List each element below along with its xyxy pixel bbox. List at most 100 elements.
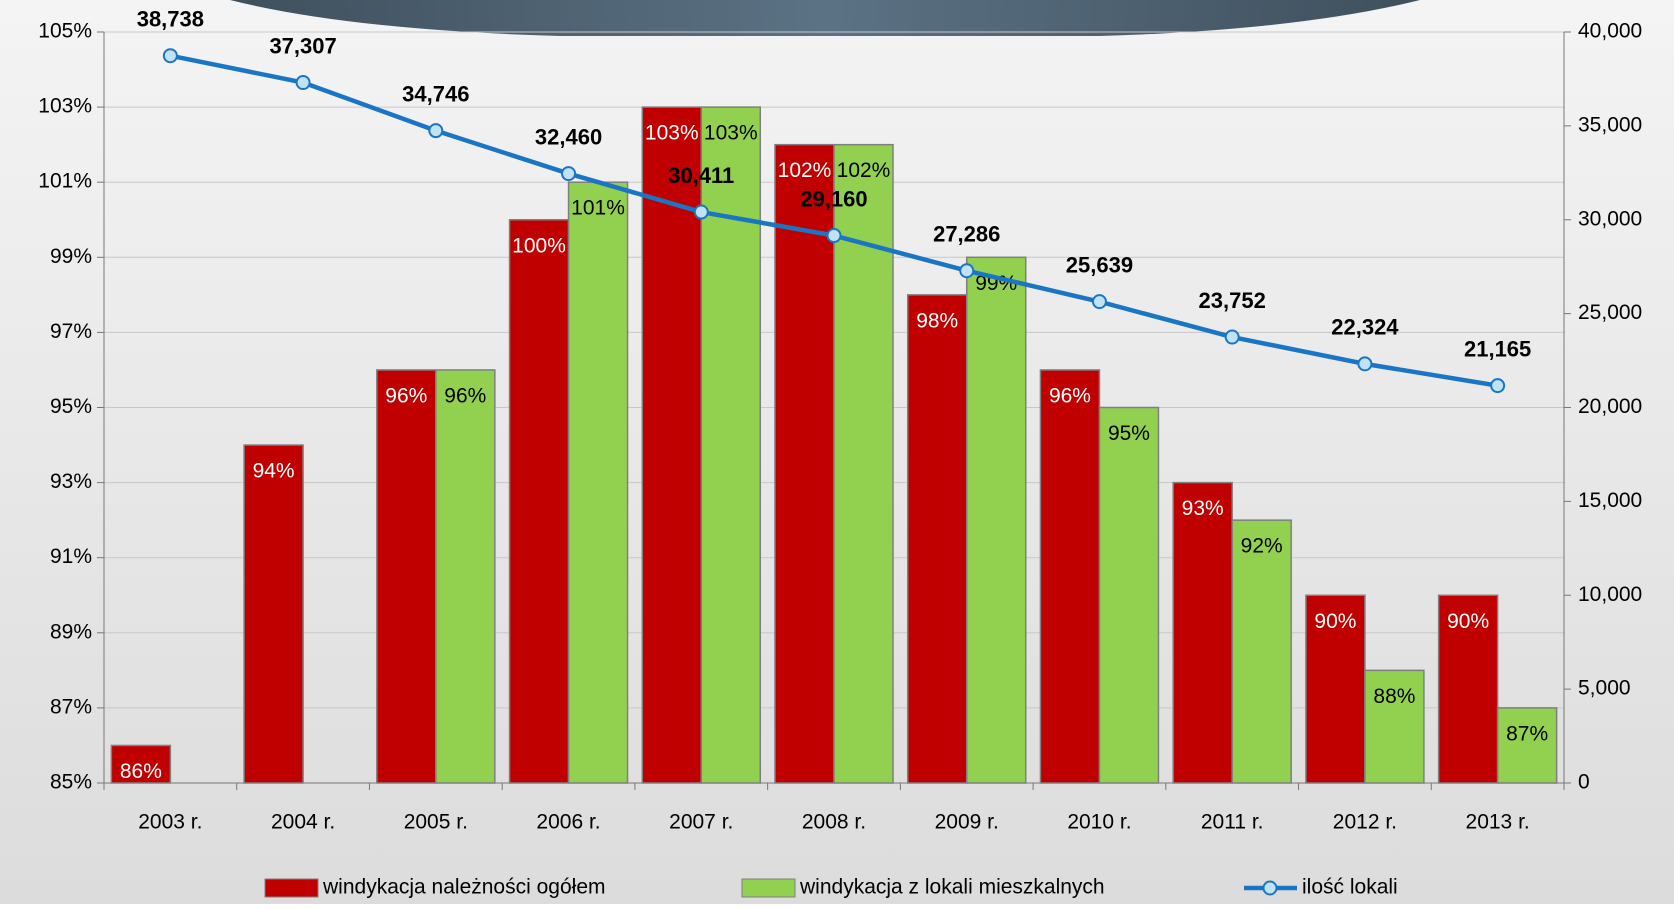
bar-label: 90% <box>1447 610 1489 633</box>
x-tick-label: 2013 r. <box>1466 811 1530 834</box>
line-point <box>1091 294 1107 310</box>
y2-tick-label: 30,000 <box>1578 207 1642 230</box>
bar-label: 103% <box>704 122 758 145</box>
legend-swatch <box>264 878 319 898</box>
line-label: 37,307 <box>269 33 336 58</box>
line-point <box>561 166 577 182</box>
legend-label: ilość lokali <box>1302 876 1398 899</box>
line-point <box>1357 356 1373 372</box>
y2-tick-label: 40,000 <box>1578 20 1642 43</box>
y-tick-label: 97% <box>50 320 92 343</box>
bar <box>110 744 172 784</box>
y-tick-label: 89% <box>50 620 92 643</box>
bar <box>243 444 304 784</box>
y2-tick-label: 0 <box>1578 771 1590 794</box>
line-label: 25,639 <box>1066 252 1133 277</box>
y-tick-label: 99% <box>50 245 92 268</box>
line-point <box>1224 329 1240 345</box>
bar-label: 92% <box>1241 535 1283 558</box>
bar <box>641 106 703 784</box>
x-tick-label: 2008 r. <box>802 811 866 834</box>
header-band <box>230 0 1420 36</box>
line-point <box>693 204 709 220</box>
y-tick-label: 101% <box>38 170 92 193</box>
bar <box>435 369 496 784</box>
x-tick-label: 2005 r. <box>404 811 468 834</box>
y2-tick-label: 20,000 <box>1578 395 1642 418</box>
bar <box>508 219 570 784</box>
bar-label: 86% <box>120 760 162 783</box>
legend-label: windykacja należności ogółem <box>322 876 606 899</box>
bar-label: 96% <box>444 384 486 407</box>
line-label: 32,460 <box>535 124 602 149</box>
bar <box>376 369 437 784</box>
bar <box>833 143 894 784</box>
bar-label: 95% <box>1108 422 1150 445</box>
legend-swatch <box>1262 880 1278 896</box>
x-tick-label: 2011 r. <box>1201 811 1264 834</box>
bar <box>1305 594 1366 784</box>
line-point <box>1490 378 1506 394</box>
bar-label: 94% <box>253 460 295 483</box>
line-label: 38,738 <box>137 7 204 32</box>
line-point <box>295 75 311 91</box>
y-tick-label: 103% <box>38 95 92 118</box>
line-label: 34,746 <box>402 81 469 106</box>
y2-tick-label: 15,000 <box>1578 489 1642 512</box>
y-tick-label: 105% <box>38 20 92 43</box>
bar <box>774 143 835 784</box>
bar <box>1098 406 1160 784</box>
bar-label: 99% <box>975 272 1017 295</box>
bar-label: 103% <box>645 122 699 145</box>
y2-tick-label: 5,000 <box>1578 677 1631 700</box>
bar <box>1172 481 1233 784</box>
y2-tick-label: 35,000 <box>1578 113 1642 136</box>
bar-label: 101% <box>571 197 625 220</box>
bar-label: 88% <box>1373 685 1415 708</box>
y-tick-label: 87% <box>50 695 92 718</box>
y2-tick-label: 25,000 <box>1578 301 1642 324</box>
line-point <box>162 48 178 64</box>
x-tick-label: 2006 r. <box>536 811 600 834</box>
y-tick-label: 85% <box>50 771 92 794</box>
x-tick-label: 2007 r. <box>669 811 733 834</box>
bar-label: 100% <box>512 234 566 257</box>
bar-label: 93% <box>1182 497 1224 520</box>
x-tick-label: 2010 r. <box>1067 811 1131 834</box>
bar <box>1437 594 1499 784</box>
bar <box>965 256 1027 784</box>
bar <box>1039 369 1101 784</box>
bar <box>906 294 968 784</box>
bar <box>567 181 629 784</box>
line-point <box>959 263 975 279</box>
bar-label: 102% <box>837 159 891 182</box>
line-label: 27,286 <box>933 222 1000 247</box>
line-label: 21,165 <box>1464 336 1531 361</box>
bar-label: 102% <box>778 159 832 182</box>
line-point <box>826 228 842 244</box>
x-tick-label: 2009 r. <box>935 811 999 834</box>
x-tick-label: 2003 r. <box>138 811 202 834</box>
y-tick-label: 95% <box>50 395 92 418</box>
line-label: 29,160 <box>800 186 867 211</box>
line-label: 22,324 <box>1331 315 1399 340</box>
bar <box>1231 519 1292 784</box>
bar <box>1364 669 1425 784</box>
y-tick-label: 91% <box>50 545 92 568</box>
bar-label: 87% <box>1506 722 1548 745</box>
bar-label: 98% <box>916 309 958 332</box>
legend-label: windykacja z lokali mieszkalnych <box>799 876 1105 899</box>
line-label: 23,752 <box>1199 288 1266 313</box>
line-point <box>428 123 444 139</box>
bar-label: 90% <box>1314 610 1356 633</box>
line-label: 30,411 <box>668 163 734 188</box>
x-tick-label: 2004 r. <box>271 811 335 834</box>
bar-label: 96% <box>385 384 427 407</box>
bar-label: 96% <box>1049 384 1091 407</box>
bar <box>1496 707 1558 784</box>
y2-tick-label: 10,000 <box>1578 583 1642 606</box>
y-tick-label: 93% <box>50 470 92 493</box>
bar <box>700 106 762 784</box>
